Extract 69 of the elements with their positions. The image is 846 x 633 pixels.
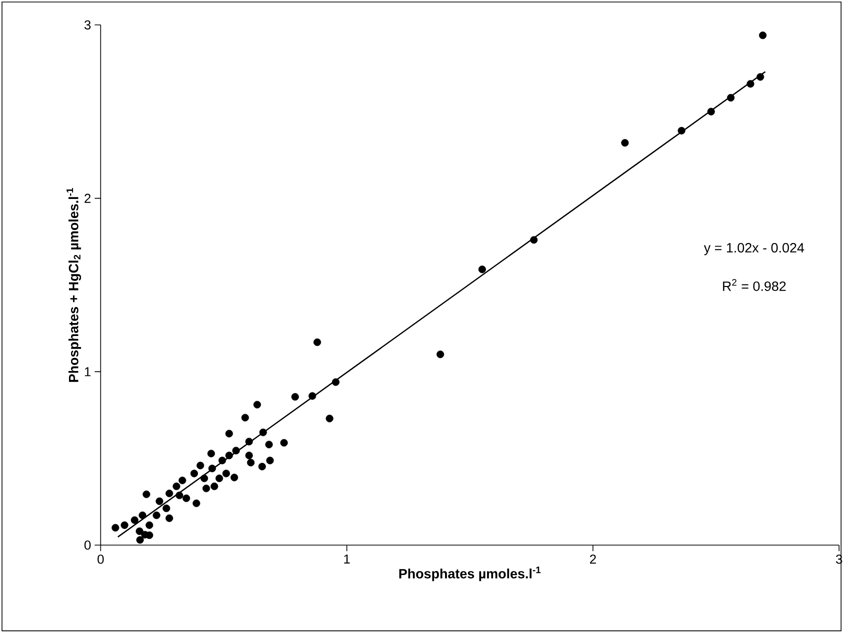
point (176, 492, 184, 500)
point (208, 464, 216, 472)
point (245, 438, 253, 446)
point (266, 456, 274, 464)
point (207, 450, 215, 458)
point (245, 452, 253, 460)
point (259, 428, 267, 436)
x-tick-label: 2 (590, 554, 596, 564)
point (707, 108, 715, 116)
y-tick-label: 3 (84, 20, 91, 30)
point (326, 414, 334, 422)
y-tick-label: 0 (84, 540, 91, 550)
point (120, 521, 128, 530)
point (166, 514, 174, 522)
point (142, 490, 150, 498)
point (190, 470, 198, 478)
y-axis-title: Phosphates + HgCl$_{2}$ µmoles.l$^{-1}$ (66, 188, 82, 382)
point (265, 440, 273, 448)
point (746, 80, 754, 88)
point (146, 521, 154, 530)
point (230, 474, 238, 482)
point (253, 400, 261, 409)
point (756, 73, 764, 81)
point (225, 430, 233, 438)
point (621, 139, 629, 147)
annotation: R$^{2}$ = 0.982 (723, 279, 786, 292)
x-tick-label: 1 (344, 554, 350, 564)
point (136, 536, 144, 544)
point (758, 32, 767, 40)
point (332, 378, 340, 386)
point (247, 458, 255, 466)
point (436, 350, 444, 358)
point (216, 474, 224, 482)
point (726, 94, 735, 102)
point (232, 446, 240, 454)
point (178, 476, 186, 484)
point (138, 512, 146, 520)
point (241, 414, 249, 422)
point (210, 482, 218, 490)
point (112, 524, 120, 532)
point (530, 236, 538, 244)
point (225, 452, 233, 460)
point (291, 393, 299, 401)
point (202, 484, 210, 492)
y-tick-label: 2 (84, 194, 90, 203)
point (182, 494, 190, 502)
point (258, 462, 266, 470)
point (141, 531, 149, 539)
x-tick-label: 0 (98, 554, 104, 564)
x-axis-title: Phosphates µmoles.l$^{-1}$ (399, 566, 541, 582)
point (222, 470, 230, 478)
point (156, 498, 164, 506)
point (280, 439, 288, 447)
y-tick-label: 1 (84, 367, 91, 376)
point (218, 456, 226, 464)
point (152, 512, 160, 520)
point (478, 266, 486, 274)
point (200, 474, 208, 482)
point (162, 504, 170, 512)
point (313, 338, 322, 346)
point (678, 126, 686, 135)
point (308, 392, 316, 400)
point (196, 462, 204, 470)
point (136, 528, 144, 536)
point (130, 516, 138, 524)
annotation: y = 1.02x - 0.024 (704, 243, 804, 256)
point (166, 490, 174, 498)
point (192, 500, 200, 508)
point (172, 482, 180, 490)
